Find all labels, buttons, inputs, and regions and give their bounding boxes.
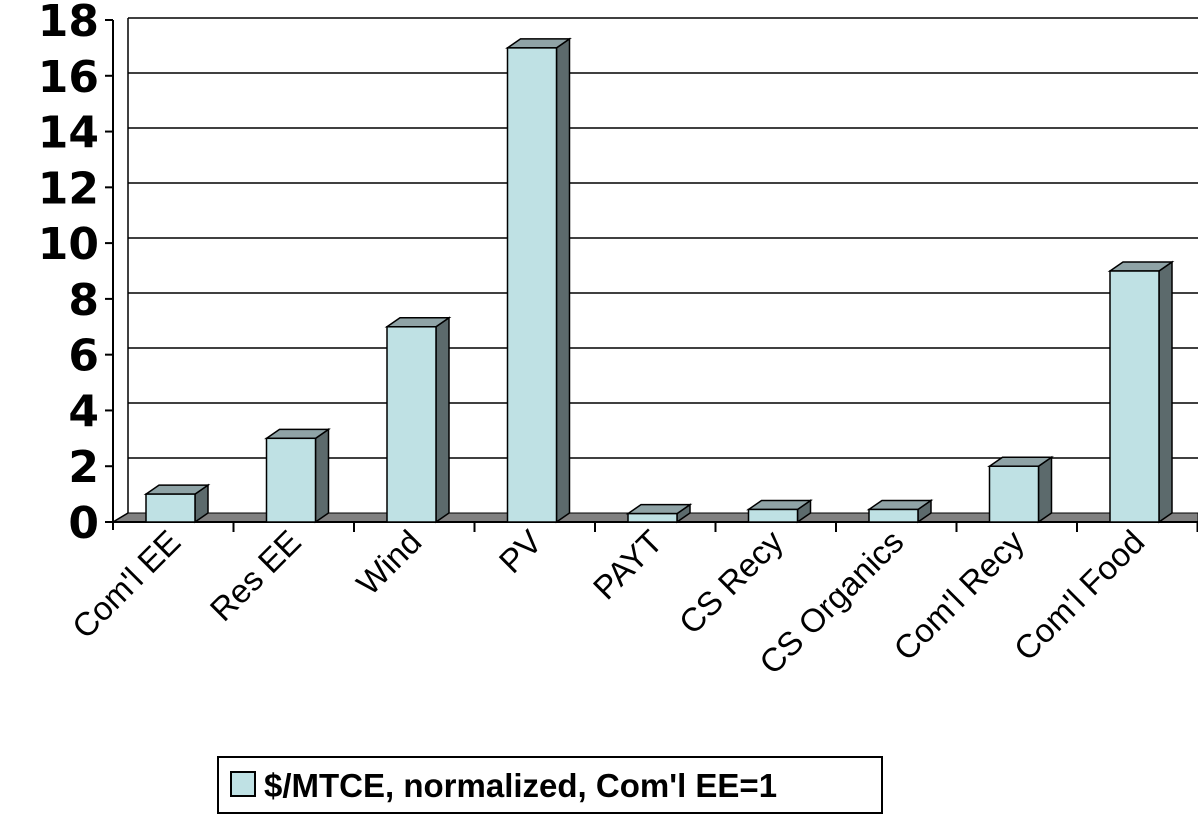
bar — [505, 37, 572, 524]
bar-front — [386, 326, 437, 523]
bar — [264, 427, 331, 524]
y-tick-label: 14 — [38, 108, 99, 159]
legend-swatch — [230, 771, 256, 797]
y-tick-label: 4 — [68, 386, 99, 437]
x-tick-label: Res EE — [203, 523, 308, 628]
bar-front — [145, 493, 196, 523]
bar-front — [747, 508, 799, 523]
bar-front — [265, 437, 317, 523]
y-tick-label: 2 — [68, 442, 99, 493]
bar-side — [314, 427, 330, 524]
bar-front — [506, 47, 558, 523]
x-tick-label: Com'l Recy — [886, 522, 1031, 667]
x-tick-label: Com'l Food — [1007, 523, 1152, 668]
y-tick-label: 10 — [38, 219, 99, 270]
bar-side — [1037, 455, 1053, 524]
bar — [143, 483, 211, 524]
y-tick-label: 16 — [38, 52, 99, 103]
x-tick-label: CS Recy — [672, 522, 791, 641]
bar — [625, 503, 693, 524]
bar — [866, 499, 934, 524]
legend-box — [217, 756, 883, 814]
y-tick-label: 6 — [68, 331, 99, 382]
y-tick-label: 18 — [38, 0, 99, 47]
gridlines — [128, 17, 1198, 459]
bar — [746, 499, 813, 524]
bar-side — [435, 316, 450, 524]
bar-side — [555, 37, 571, 524]
x-tick-label: Wind — [349, 523, 428, 602]
bar-front — [627, 512, 678, 523]
bar-front — [868, 508, 919, 523]
y-tick-label: 0 — [68, 498, 99, 549]
legend: $/MTCE, normalized, Com'l EE=1 — [217, 756, 883, 814]
bar-front — [988, 465, 1040, 523]
bar-front — [1109, 270, 1160, 523]
x-tick-label: PV — [492, 523, 549, 580]
bar — [987, 455, 1054, 524]
bar — [1107, 260, 1175, 524]
x-tick-label: PAYT — [586, 523, 670, 607]
bar-side — [1158, 260, 1173, 524]
legend-label: $/MTCE, normalized, Com'l EE=1 — [264, 767, 777, 804]
y-tick-label: 12 — [38, 163, 99, 214]
bars — [143, 37, 1175, 524]
y-tick-label: 8 — [68, 275, 99, 326]
axis-corner — [112, 512, 129, 523]
bar — [384, 316, 452, 524]
